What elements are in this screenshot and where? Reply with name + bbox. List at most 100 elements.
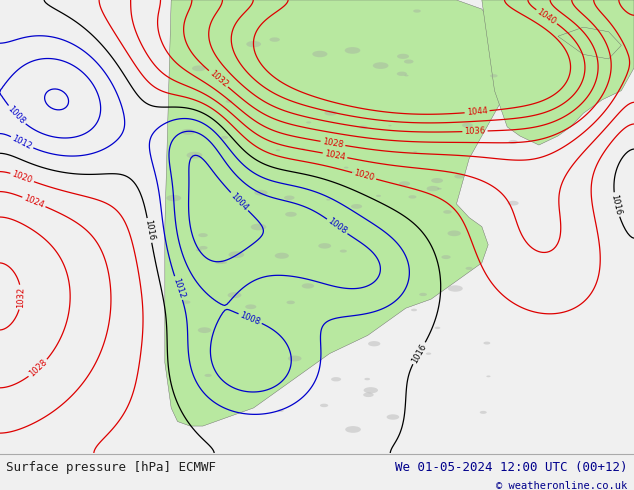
Ellipse shape	[221, 136, 228, 139]
Ellipse shape	[344, 167, 349, 169]
Ellipse shape	[411, 309, 417, 311]
Text: 1028: 1028	[321, 137, 344, 149]
Ellipse shape	[198, 327, 211, 333]
Ellipse shape	[443, 210, 452, 214]
Ellipse shape	[462, 123, 473, 127]
Ellipse shape	[388, 125, 392, 126]
Text: 1008: 1008	[6, 104, 27, 126]
Ellipse shape	[285, 212, 297, 217]
Text: Surface pressure [hPa] ECMWF: Surface pressure [hPa] ECMWF	[6, 461, 216, 474]
Text: 1016: 1016	[143, 219, 156, 242]
Polygon shape	[165, 0, 520, 426]
Ellipse shape	[408, 195, 417, 198]
Ellipse shape	[419, 293, 427, 296]
Polygon shape	[558, 27, 621, 59]
Text: 1024: 1024	[324, 149, 346, 162]
Ellipse shape	[182, 300, 190, 304]
Ellipse shape	[275, 253, 289, 259]
Ellipse shape	[399, 181, 410, 186]
Ellipse shape	[313, 51, 327, 57]
Ellipse shape	[318, 243, 331, 248]
Ellipse shape	[250, 223, 266, 230]
Ellipse shape	[245, 304, 256, 309]
Ellipse shape	[441, 255, 451, 259]
Ellipse shape	[486, 375, 491, 377]
Ellipse shape	[284, 196, 295, 200]
Ellipse shape	[363, 387, 378, 393]
Ellipse shape	[508, 201, 519, 206]
Ellipse shape	[480, 411, 487, 414]
Ellipse shape	[215, 260, 224, 264]
Ellipse shape	[363, 392, 373, 397]
Ellipse shape	[404, 74, 408, 76]
Ellipse shape	[413, 151, 417, 153]
Text: 1032: 1032	[207, 69, 230, 89]
Ellipse shape	[345, 47, 360, 54]
Ellipse shape	[302, 283, 314, 289]
Ellipse shape	[437, 188, 442, 190]
Ellipse shape	[278, 409, 283, 412]
Ellipse shape	[404, 59, 413, 64]
Text: 1040: 1040	[536, 7, 558, 26]
Text: 1020: 1020	[11, 170, 34, 185]
Text: © weatheronline.co.uk: © weatheronline.co.uk	[496, 481, 628, 490]
Ellipse shape	[287, 300, 295, 304]
Ellipse shape	[435, 327, 440, 329]
Ellipse shape	[455, 174, 464, 178]
Ellipse shape	[326, 199, 330, 200]
Ellipse shape	[340, 249, 347, 253]
Text: 1012: 1012	[11, 134, 34, 151]
Ellipse shape	[397, 54, 409, 59]
Ellipse shape	[359, 125, 368, 129]
Ellipse shape	[387, 415, 399, 420]
Ellipse shape	[302, 148, 305, 149]
Ellipse shape	[350, 171, 354, 173]
Ellipse shape	[276, 149, 280, 151]
Ellipse shape	[365, 378, 370, 380]
Text: 1024: 1024	[22, 194, 46, 210]
Ellipse shape	[376, 195, 381, 197]
Ellipse shape	[269, 37, 280, 42]
Ellipse shape	[226, 100, 233, 103]
Text: 1044: 1044	[466, 106, 488, 117]
Ellipse shape	[166, 195, 181, 201]
Ellipse shape	[186, 152, 202, 159]
Ellipse shape	[192, 66, 205, 71]
Text: 1008: 1008	[239, 310, 262, 327]
Ellipse shape	[490, 74, 498, 77]
Polygon shape	[482, 0, 634, 145]
Ellipse shape	[448, 230, 461, 236]
Ellipse shape	[431, 178, 443, 183]
Text: 1012: 1012	[171, 277, 186, 299]
Ellipse shape	[288, 356, 302, 362]
Ellipse shape	[508, 140, 518, 144]
Ellipse shape	[448, 285, 463, 292]
Ellipse shape	[331, 377, 341, 381]
Ellipse shape	[246, 41, 261, 48]
Ellipse shape	[325, 110, 337, 116]
Ellipse shape	[205, 374, 212, 377]
Ellipse shape	[427, 186, 439, 191]
Ellipse shape	[228, 251, 244, 258]
Ellipse shape	[306, 122, 311, 123]
Ellipse shape	[373, 62, 389, 69]
Text: 1036: 1036	[464, 126, 486, 136]
Text: 1032: 1032	[16, 287, 26, 308]
Ellipse shape	[351, 204, 362, 209]
Ellipse shape	[228, 292, 242, 298]
Ellipse shape	[254, 190, 268, 196]
Text: 1016: 1016	[609, 194, 623, 216]
Ellipse shape	[345, 426, 361, 433]
Text: 1016: 1016	[410, 342, 428, 365]
Ellipse shape	[196, 249, 202, 251]
Ellipse shape	[199, 246, 207, 249]
Ellipse shape	[221, 261, 227, 264]
Text: 1008: 1008	[326, 217, 348, 236]
Ellipse shape	[484, 342, 490, 344]
Text: We 01-05-2024 12:00 UTC (00+12): We 01-05-2024 12:00 UTC (00+12)	[395, 461, 628, 474]
Ellipse shape	[413, 9, 421, 13]
Text: 1028: 1028	[27, 358, 49, 379]
Ellipse shape	[320, 404, 328, 407]
Ellipse shape	[198, 233, 208, 237]
Ellipse shape	[181, 129, 195, 135]
